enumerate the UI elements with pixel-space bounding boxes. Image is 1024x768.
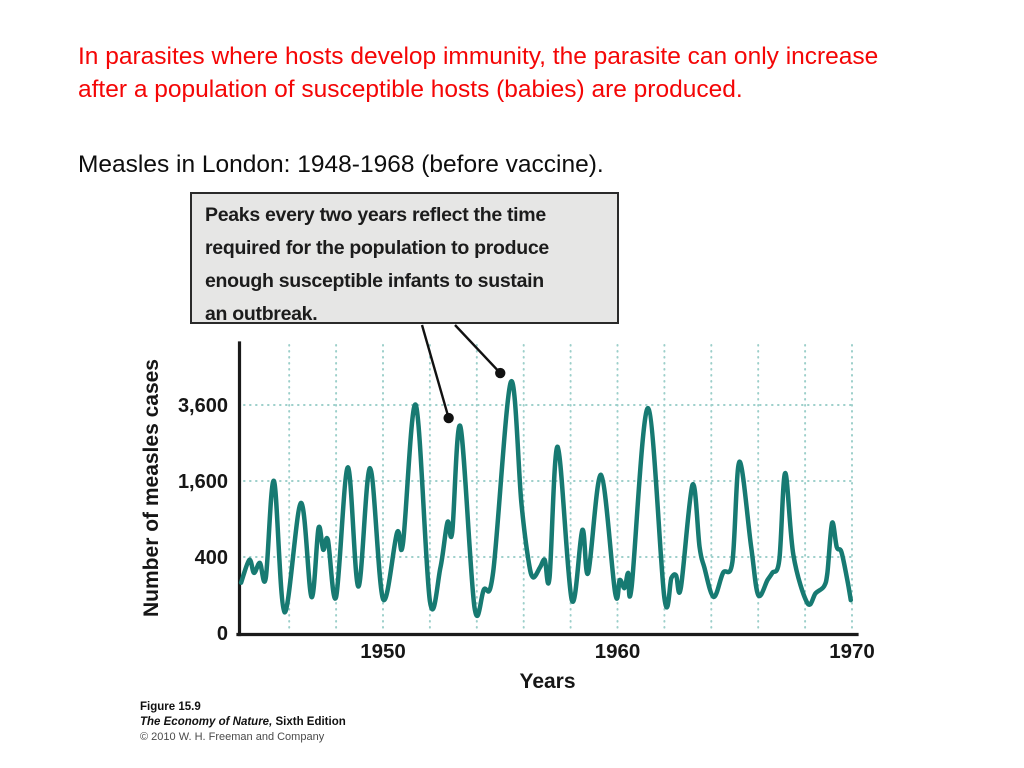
y-tick-1600: 1,600 bbox=[178, 471, 228, 493]
measles-series-line bbox=[238, 379, 854, 619]
callout-pointers bbox=[420, 324, 506, 424]
book-edition: Sixth Edition bbox=[272, 716, 346, 728]
heading-line-1: In parasites where hosts develop immunit… bbox=[78, 43, 879, 70]
x-axis-title: Years bbox=[519, 670, 575, 693]
slide-subtitle: Measles in London: 1948-1968 (before vac… bbox=[78, 151, 604, 178]
y-tick-3600: 3,600 bbox=[178, 395, 228, 417]
y-axis-title: Number of measles cases bbox=[140, 359, 163, 617]
slide-heading: In parasites where hosts develop immunit… bbox=[78, 40, 958, 106]
figure-caption: Figure 15.9 The Economy of Nature, Sixth… bbox=[140, 700, 460, 745]
y-tick-400: 400 bbox=[195, 547, 228, 569]
axes bbox=[236, 341, 859, 637]
heading-line-2: after a population of susceptible hosts … bbox=[78, 76, 743, 103]
y-tick-0: 0 bbox=[217, 623, 228, 645]
figure-copyright: © 2010 W. H. Freeman and Company bbox=[140, 731, 325, 743]
book-title: The Economy of Nature, bbox=[140, 716, 273, 728]
callout-line-1: Peaks every two years reflect the time bbox=[205, 204, 546, 226]
pointer-dot-1 bbox=[443, 412, 454, 424]
callout-line-4: an outbreak. bbox=[205, 303, 318, 325]
callout-line-2: required for the population to produce bbox=[205, 237, 549, 259]
pointer-line-1 bbox=[420, 324, 450, 419]
x-tick-1960: 1960 bbox=[595, 640, 641, 663]
pointer-line-2 bbox=[454, 324, 502, 374]
grid-lines bbox=[243, 344, 857, 631]
axis-labels: 0 400 1,600 3,600 1950 1960 1970 Years Number of… bbox=[140, 359, 875, 693]
callout-line-3: enough susceptible infants to sustain bbox=[205, 270, 544, 292]
callout-box: Peaks every two years reflect the time r… bbox=[190, 192, 619, 325]
pointer-dot-2 bbox=[495, 367, 506, 379]
x-tick-1950: 1950 bbox=[360, 640, 406, 663]
figure-number: Figure 15.9 bbox=[140, 701, 201, 713]
figure-source: The Economy of Nature, Sixth Edition bbox=[140, 715, 460, 730]
x-tick-1970: 1970 bbox=[829, 640, 875, 663]
